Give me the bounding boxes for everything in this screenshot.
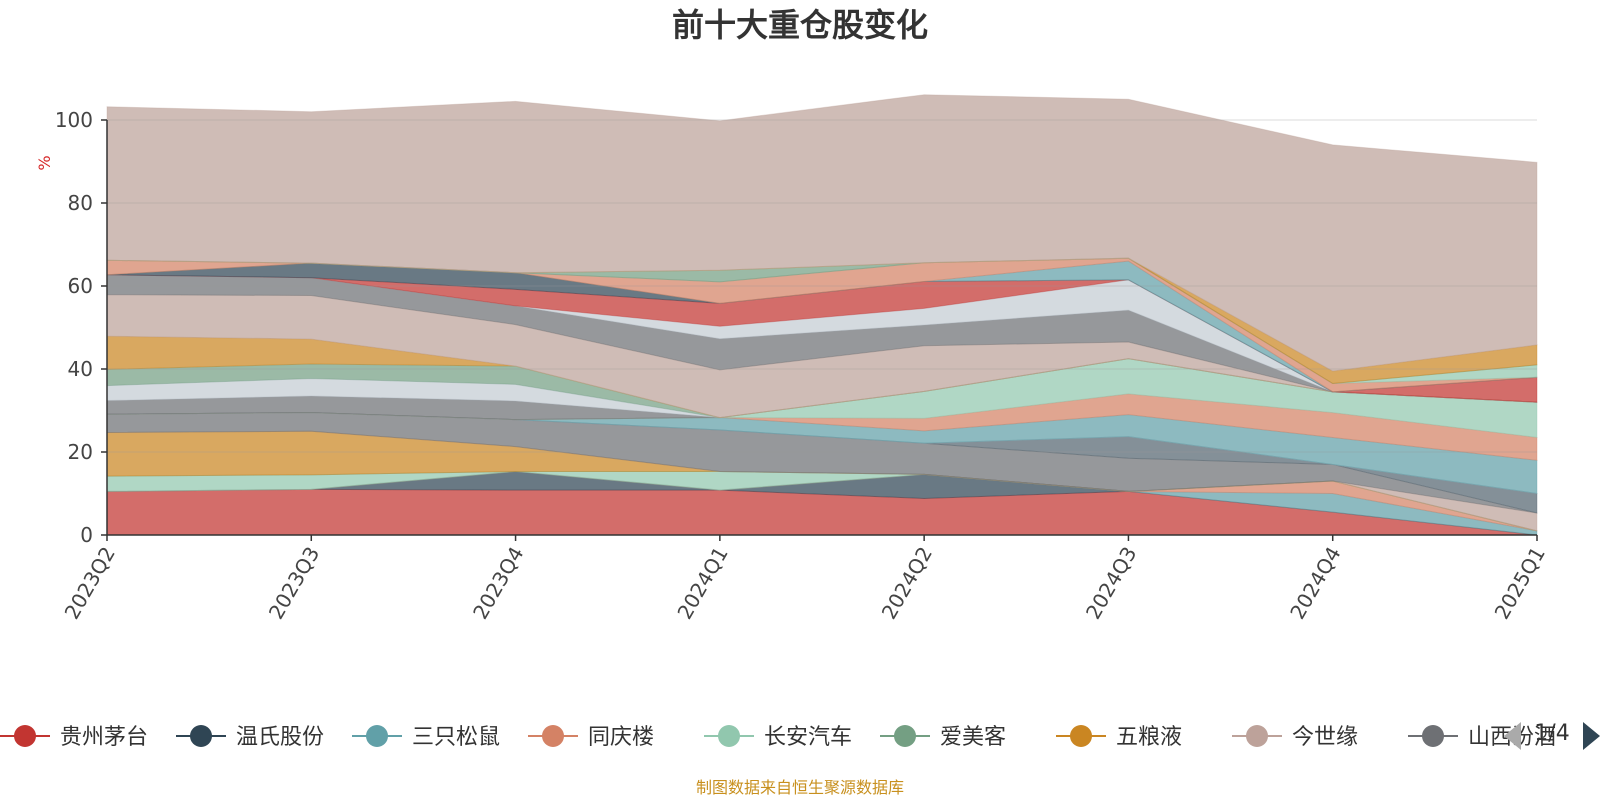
- y-tick-label: 100: [55, 108, 93, 132]
- legend-marker-icon: [894, 725, 916, 747]
- chart-title: 前十大重仓股变化: [672, 6, 928, 44]
- legend-item[interactable]: 长安汽车: [704, 725, 852, 750]
- x-tick-label: 2024Q1: [672, 543, 732, 624]
- y-tick-label: 20: [68, 440, 93, 464]
- legend-item[interactable]: 三只松鼠: [352, 725, 500, 750]
- y-axis-label: %: [35, 155, 54, 170]
- legend-item[interactable]: 五粮液: [1056, 725, 1182, 750]
- legend-next-arrow-icon[interactable]: [1583, 722, 1600, 750]
- legend: 贵州茅台温氏股份三只松鼠同庆楼长安汽车爱美客五粮液今世缘山西汾酒: [0, 725, 1556, 750]
- legend-item[interactable]: 今世缘: [1232, 725, 1358, 750]
- legend-marker-icon: [366, 725, 388, 747]
- legend-label: 爱美客: [940, 725, 1006, 750]
- x-tick-label: 2024Q4: [1285, 543, 1345, 624]
- legend-page-indicator: 1/4: [1534, 721, 1569, 746]
- legend-label: 今世缘: [1292, 725, 1358, 750]
- x-tick-label: 2024Q2: [877, 543, 937, 624]
- x-tick-label: 2023Q3: [264, 543, 324, 624]
- y-tick-label: 40: [68, 357, 93, 381]
- legend-marker-icon: [542, 725, 564, 747]
- area-series-15[interactable]: [106, 358, 1538, 421]
- area-series-14[interactable]: [106, 358, 1538, 439]
- source-note: 制图数据来自恒生聚源数据库: [696, 778, 904, 797]
- area-series-13[interactable]: [106, 393, 1538, 461]
- legend-marker-icon: [1246, 725, 1268, 747]
- x-tick-label: 2025Q1: [1490, 543, 1550, 624]
- legend-label: 温氏股份: [236, 725, 324, 750]
- legend-pager: 1/4: [1504, 721, 1600, 750]
- legend-label: 长安汽车: [764, 725, 852, 750]
- area-series-29[interactable]: [106, 94, 1538, 372]
- x-tick-label: 2023Q2: [60, 543, 120, 624]
- legend-label: 同庆楼: [588, 725, 654, 750]
- x-tick-label: 2023Q4: [468, 543, 528, 624]
- legend-marker-icon: [14, 725, 36, 747]
- legend-label: 五粮液: [1116, 725, 1182, 750]
- area-series-12[interactable]: [106, 412, 1538, 495]
- axes: [101, 119, 1538, 541]
- area-series-group: [106, 94, 1538, 536]
- y-tick-label: 0: [80, 523, 93, 547]
- legend-item[interactable]: 贵州茅台: [0, 725, 148, 750]
- legend-label: 三只松鼠: [412, 725, 500, 750]
- x-tick-labels: 2023Q2 2023Q3 2023Q4 2024Q1 2024Q2 2024Q3 2024…: [60, 543, 1550, 624]
- legend-label: 贵州茅台: [60, 725, 148, 750]
- legend-prev-arrow-icon[interactable]: [1504, 722, 1521, 750]
- legend-marker-icon: [1422, 725, 1444, 747]
- legend-item[interactable]: 同庆楼: [528, 725, 654, 750]
- legend-marker-icon: [1070, 725, 1092, 747]
- legend-item[interactable]: 爱美客: [880, 725, 1006, 750]
- area-series-28[interactable]: [106, 257, 1538, 385]
- legend-marker-icon: [190, 725, 212, 747]
- legend-marker-icon: [718, 725, 740, 747]
- y-tick-label: 60: [68, 274, 93, 298]
- y-tick-label: 80: [68, 191, 93, 215]
- legend-item[interactable]: 温氏股份: [176, 725, 324, 750]
- grid-lines: [107, 119, 1537, 453]
- x-tick-label: 2024Q3: [1081, 543, 1141, 624]
- y-tick-labels: 0 20 40 60 80 100: [55, 108, 93, 547]
